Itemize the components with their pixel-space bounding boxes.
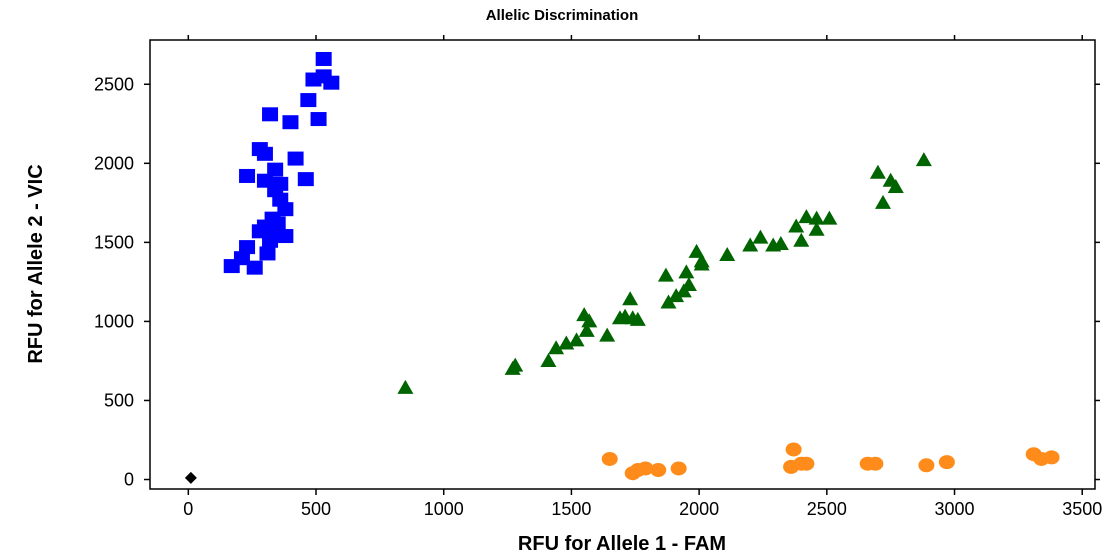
triangle-point xyxy=(869,164,886,179)
square-point xyxy=(262,233,279,248)
square-point xyxy=(297,172,314,187)
x-tick-label: 1000 xyxy=(424,499,464,519)
data-points xyxy=(184,51,1060,484)
triangle-point xyxy=(798,209,815,224)
triangle-point xyxy=(821,210,838,225)
y-tick-label: 0 xyxy=(124,470,134,490)
square-point xyxy=(282,115,299,130)
triangle-point xyxy=(808,210,825,225)
triangle-point xyxy=(668,288,685,303)
triangle-point xyxy=(678,264,695,279)
triangle-point xyxy=(504,360,521,375)
axis-ticks: 0 500 1000 1500 2000 2500 3000 3500 0 500 1000 1500… xyxy=(94,35,1102,519)
triangle-point xyxy=(765,237,782,252)
circle-point xyxy=(867,456,884,471)
square-point xyxy=(277,229,294,244)
triangle-point xyxy=(788,218,805,233)
triangle-point xyxy=(622,291,639,306)
y-tick-label: 2000 xyxy=(94,153,134,173)
triangle-point xyxy=(742,237,759,252)
triangle-point xyxy=(808,221,825,236)
diamond-point xyxy=(184,471,197,484)
x-tick-label: 500 xyxy=(301,499,331,519)
triangle-point xyxy=(599,327,616,342)
triangle-point xyxy=(675,283,692,298)
triangle-point xyxy=(688,243,705,258)
square-point xyxy=(300,93,317,108)
circle-point xyxy=(601,451,618,466)
circle-point xyxy=(785,442,802,457)
triangle-point xyxy=(657,267,674,282)
triangle-point xyxy=(548,340,565,355)
circle-point xyxy=(1043,450,1060,465)
square-point xyxy=(315,51,332,66)
x-tick-label: 0 xyxy=(183,499,193,519)
triangle-point xyxy=(397,379,414,394)
circle-point xyxy=(798,456,815,471)
square-point xyxy=(323,75,340,90)
x-tick-label: 1500 xyxy=(551,499,591,519)
triangle-point xyxy=(611,310,628,325)
triangle-point xyxy=(915,152,932,167)
triangle-point xyxy=(875,194,892,209)
square-point xyxy=(223,259,240,274)
circle-point xyxy=(918,458,935,473)
x-tick-label: 3000 xyxy=(935,499,975,519)
chart-title: Allelic Discrimination xyxy=(486,7,639,24)
triangle-point xyxy=(568,332,585,347)
x-tick-label: 2500 xyxy=(807,499,847,519)
square-point xyxy=(256,146,273,161)
triangle-point xyxy=(887,179,904,194)
circle-point xyxy=(624,466,641,481)
circle-point xyxy=(938,455,955,470)
y-tick-label: 1500 xyxy=(94,232,134,252)
triangle-point xyxy=(540,352,557,367)
triangle-point xyxy=(558,335,575,350)
square-point xyxy=(246,260,263,275)
triangle-point xyxy=(578,322,595,337)
triangle-point xyxy=(581,313,598,328)
square-point xyxy=(277,202,294,217)
triangle-point xyxy=(693,256,710,271)
square-point xyxy=(259,246,276,261)
x-axis-label: RFU for Allele 1 - FAM xyxy=(518,533,726,555)
square-point xyxy=(239,168,256,183)
square-point xyxy=(262,107,279,122)
triangle-point xyxy=(793,232,810,247)
triangle-point xyxy=(660,294,677,309)
x-tick-label: 2000 xyxy=(679,499,719,519)
y-tick-label: 2500 xyxy=(94,74,134,94)
circle-point xyxy=(650,463,667,478)
y-axis-label: RFU for Allele 2 - VIC xyxy=(25,164,47,363)
square-point xyxy=(267,162,284,177)
y-tick-label: 500 xyxy=(104,390,134,410)
triangle-point xyxy=(752,229,769,244)
square-point xyxy=(287,151,304,166)
square-point xyxy=(239,240,256,255)
plot-frame xyxy=(149,39,1096,490)
y-tick-label: 1000 xyxy=(94,311,134,331)
square-point xyxy=(310,112,327,127)
triangle-point xyxy=(719,247,736,262)
triangle-point xyxy=(629,311,646,326)
x-tick-label: 3500 xyxy=(1062,499,1102,519)
circle-point xyxy=(670,461,687,476)
